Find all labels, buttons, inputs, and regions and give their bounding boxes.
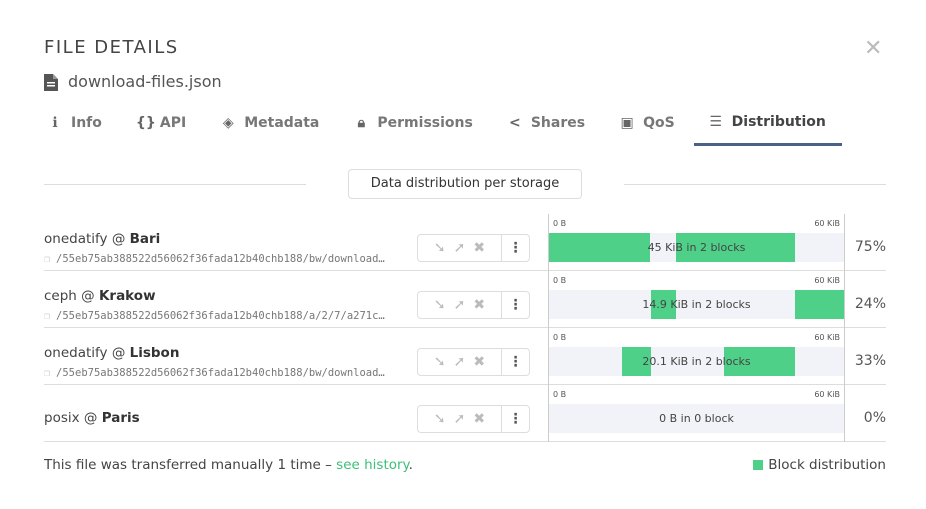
axis-max: 60 KiB: [814, 333, 840, 342]
code-icon: ◈: [222, 115, 234, 131]
block: [651, 290, 676, 319]
replica-actions: ➘ ➚ ✖ ⋮: [417, 348, 530, 376]
database-icon: ☰: [709, 113, 722, 130]
file-path: ❐/55eb75ab388522d56062f36fada12b40chb188…: [44, 367, 385, 379]
tab-shares[interactable]: < Shares: [504, 108, 602, 138]
copy-icon[interactable]: ❐: [44, 253, 51, 265]
copy-icon[interactable]: ❐: [44, 367, 51, 379]
percent: 0%: [863, 410, 886, 426]
block-summary: 20.1 KiB in 2 blocks: [642, 355, 751, 368]
replica-actions: ➘ ➚ ✖ ⋮: [417, 405, 530, 433]
more-menu-icon[interactable]: ⋮: [508, 354, 523, 370]
more-menu-icon[interactable]: ⋮: [508, 297, 523, 313]
block-bar: 14.9 KiB in 2 blocks: [549, 290, 844, 319]
tab-info[interactable]: ℹ Info: [44, 108, 119, 138]
see-history-link[interactable]: see history: [336, 457, 409, 473]
evict-icon[interactable]: ✖: [473, 354, 486, 370]
block-summary: 0 B in 0 block: [659, 412, 734, 425]
data-distribution-button[interactable]: Data distribution per storage: [348, 169, 582, 199]
file-path: ❐/55eb75ab388522d56062f36fada12b40chb188…: [44, 253, 385, 265]
storage-name: posix @ Paris: [44, 410, 140, 426]
axis-max: 60 KiB: [814, 219, 840, 228]
axis-max: 60 KiB: [814, 390, 840, 399]
replicate-in-icon[interactable]: ➘: [433, 297, 446, 313]
storage-row: onedatify @ Lisbon ❐/55eb75ab388522d56062…: [44, 328, 886, 385]
block-bar: 0 B in 0 block: [549, 404, 844, 433]
percent: 75%: [854, 239, 886, 255]
block: [549, 233, 650, 262]
replicate-in-icon[interactable]: ➘: [433, 354, 446, 370]
axis-min: 0 B: [553, 276, 567, 285]
storage-name: ceph @ Krakow: [44, 288, 156, 304]
axis-min: 0 B: [553, 333, 567, 342]
storage-row: ceph @ Krakow ❐/55eb75ab388522d56062f36fa…: [44, 271, 886, 328]
evict-icon[interactable]: ✖: [473, 411, 486, 427]
block-bar: 45 KiB in 2 blocks: [549, 233, 844, 262]
copy-icon[interactable]: ❐: [44, 310, 51, 322]
block-chart: 0 B 60 KiB 14.9 KiB in 2 blocks: [548, 271, 845, 328]
block-summary: 45 KiB in 2 blocks: [647, 241, 746, 254]
block: [675, 233, 796, 262]
tab-metadata[interactable]: ◈ Metadata: [217, 108, 336, 138]
transfer-info: This file was transferred manually 1 tim…: [44, 457, 413, 473]
braces-icon: {}: [135, 115, 156, 131]
axis-min: 0 B: [553, 219, 567, 228]
storage-row: posix @ Paris ➘ ➚ ✖ ⋮ 0 B 60 KiB 0 B in 0 block…: [44, 385, 886, 442]
evict-icon[interactable]: ✖: [473, 240, 486, 256]
share-icon: <: [508, 115, 521, 131]
more-menu-icon[interactable]: ⋮: [508, 240, 523, 256]
legend: Block distribution: [753, 457, 886, 473]
lock-icon: 🔒︎: [357, 115, 366, 131]
block: [621, 347, 652, 376]
evict-icon[interactable]: ✖: [473, 297, 486, 313]
block-chart: 0 B 60 KiB 0 B in 0 block: [548, 385, 845, 442]
file-path: ❐/55eb75ab388522d56062f36fada12b40chb188…: [44, 310, 385, 322]
file-icon: [44, 73, 58, 91]
axis-max: 60 KiB: [814, 276, 840, 285]
more-menu-icon[interactable]: ⋮: [508, 411, 523, 427]
migrate-icon[interactable]: ➚: [453, 411, 466, 427]
replicate-in-icon[interactable]: ➘: [433, 411, 446, 427]
divider: [624, 184, 886, 185]
tab-permissions[interactable]: 🔒︎ Permissions: [350, 108, 489, 138]
storage-name: onedatify @ Bari: [44, 231, 161, 247]
block-chart: 0 B 60 KiB 20.1 KiB in 2 blocks: [548, 328, 845, 385]
migrate-icon[interactable]: ➚: [453, 354, 466, 370]
block-chart: 0 B 60 KiB 45 KiB in 2 blocks: [548, 214, 845, 271]
tab-api[interactable]: {} API: [135, 115, 187, 131]
file-name: download-files.json: [44, 72, 222, 91]
info-icon: ℹ: [52, 115, 58, 131]
qos-icon: ▣: [620, 115, 634, 131]
block-bar: 20.1 KiB in 2 blocks: [549, 347, 844, 376]
replicate-in-icon[interactable]: ➘: [433, 240, 446, 256]
modal-title: FILE DETAILS: [44, 37, 179, 58]
percent: 33%: [854, 353, 886, 369]
block: [723, 347, 796, 376]
storage-row: onedatify @ Bari ❐/55eb75ab388522d56062f3…: [44, 214, 886, 271]
block-summary: 14.9 KiB in 2 blocks: [642, 298, 751, 311]
percent: 24%: [854, 296, 886, 312]
tab-distribution[interactable]: ☰ Distribution: [693, 108, 842, 146]
axis-min: 0 B: [553, 390, 567, 399]
storage-name: onedatify @ Lisbon: [44, 345, 180, 361]
tab-bar: ℹ Info {} API ◈ Metadata 🔒︎ Permissions < Sha…: [44, 108, 856, 146]
divider: [44, 184, 306, 185]
replica-actions: ➘ ➚ ✖ ⋮: [417, 234, 530, 262]
close-icon[interactable]: ✕: [864, 36, 883, 61]
legend-swatch: [753, 460, 764, 470]
tab-qos[interactable]: ▣ QoS: [620, 115, 675, 131]
migrate-icon[interactable]: ➚: [453, 297, 466, 313]
replica-actions: ➘ ➚ ✖ ⋮: [417, 291, 530, 319]
migrate-icon[interactable]: ➚: [453, 240, 466, 256]
block: [795, 290, 844, 319]
